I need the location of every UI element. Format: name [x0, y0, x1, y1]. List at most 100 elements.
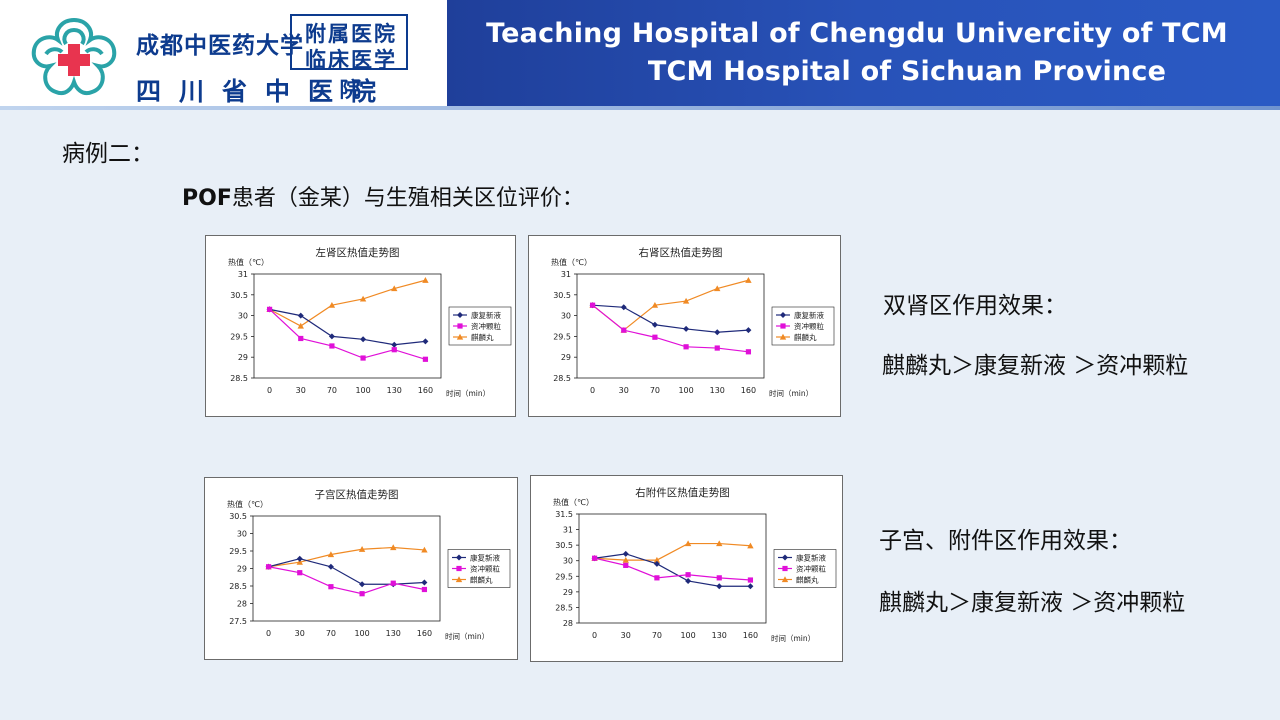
data-point	[328, 302, 336, 308]
x-tick-label: 160	[418, 386, 433, 395]
y-tick-label: 28.5	[553, 374, 571, 383]
x-tick-label: 70	[327, 386, 337, 395]
data-point	[683, 344, 689, 350]
data-point	[360, 355, 366, 361]
legend-entry: 康复新液	[470, 553, 500, 563]
y-tick-label: 31	[563, 526, 573, 535]
y-tick-label: 29.5	[555, 572, 573, 581]
data-point	[360, 336, 367, 343]
legend-entry: 康复新液	[471, 310, 501, 320]
x-tick-label: 0	[590, 386, 595, 395]
y-tick-label: 31	[561, 270, 571, 279]
data-point	[782, 554, 788, 561]
series-1	[266, 306, 429, 362]
data-point	[421, 579, 428, 586]
y-tick-label: 30.5	[555, 541, 573, 550]
data-point	[685, 572, 691, 578]
data-point	[456, 565, 462, 572]
logo-affiliation-box: 附属医院 临床医学院	[290, 14, 408, 102]
data-point	[714, 345, 720, 351]
legend-entry: 麒麟丸	[796, 575, 819, 585]
data-point	[652, 334, 658, 340]
chart-uterus: 子宫区热值走势图 热值（℃） 27.5 28 28.5 29 29.5 30 30.5 0 30 70…	[204, 477, 518, 660]
y-tick-label: 30	[563, 557, 573, 566]
x-tick-label: 30	[619, 386, 629, 395]
logo-area: 成都中医药大学 附属医院 临床医学院 四川省中医院	[0, 0, 447, 106]
data-point	[651, 302, 659, 308]
chart-title: 子宫区热值走势图	[315, 488, 399, 501]
data-point	[359, 591, 365, 597]
data-point	[265, 564, 272, 570]
series-line	[594, 557, 751, 581]
x-tick-label: 70	[652, 631, 662, 640]
data-point	[456, 554, 462, 561]
hospital-logo-icon	[31, 17, 117, 95]
data-point	[266, 306, 273, 312]
series-0	[266, 306, 429, 348]
y-tick-label: 30.5	[229, 512, 247, 521]
uterus-adnexa-effect-ranking: 麒麟丸＞康复新液 ＞资冲颗粒	[879, 590, 1186, 616]
logo-clinical-college: 临床医学院	[305, 47, 397, 102]
data-point	[654, 575, 660, 581]
legend-entry: 麒麟丸	[470, 575, 493, 585]
data-point	[589, 302, 596, 308]
x-tick-label: 100	[355, 386, 370, 395]
x-tick-label: 30	[295, 629, 305, 638]
data-point	[747, 542, 754, 549]
x-tick-label: 100	[680, 631, 695, 640]
series-0	[265, 555, 428, 588]
header-title-line1: Teaching Hospital of Chengdu Univercity …	[486, 18, 1228, 49]
series-2	[266, 277, 429, 329]
series-2	[265, 544, 428, 570]
data-point	[422, 356, 429, 362]
legend-entry: 资冲颗粒	[471, 321, 501, 331]
y-tick-label: 29	[561, 353, 571, 362]
uterus-adnexa-effect-heading: 子宫、附件区作用效果：	[879, 528, 1132, 554]
series-2	[589, 277, 752, 333]
data-point	[358, 546, 366, 552]
legend-entry: 麒麟丸	[471, 332, 494, 342]
series-line	[592, 279, 749, 331]
series-2	[591, 540, 754, 563]
y-tick-label: 30	[561, 312, 571, 321]
y-tick-label: 30	[238, 312, 248, 321]
kidney-effect-ranking: 麒麟丸＞康复新液 ＞资冲颗粒	[882, 353, 1189, 379]
data-point	[298, 335, 304, 342]
y-tick-label: 29.5	[230, 332, 248, 341]
x-tick-label: 160	[741, 386, 756, 395]
series-line	[592, 304, 749, 333]
data-point	[422, 277, 429, 283]
x-tick-label: 160	[743, 631, 758, 640]
y-axis-label: 热值（℃）	[553, 497, 594, 507]
series-line	[594, 542, 751, 561]
x-tick-label: 70	[650, 386, 660, 395]
data-point	[684, 540, 692, 547]
header-title-line2: TCM Hospital of Sichuan Province	[647, 56, 1167, 87]
evaluation-subtitle: POF患者（金某）与生殖相关区位评价：	[182, 180, 584, 212]
plot-area	[252, 515, 441, 622]
data-point	[296, 559, 303, 565]
data-point	[653, 556, 661, 563]
data-point	[716, 540, 723, 547]
legend-entry: 资冲颗粒	[794, 321, 824, 331]
chart-right-adnexa: 右附件区热值走势图 热值（℃） 28 28.5 29 29.5 30 30.5 31 31.5 0 3…	[530, 475, 843, 662]
data-point	[622, 556, 629, 563]
y-tick-label: 30.5	[553, 291, 571, 300]
data-point	[296, 555, 303, 562]
data-point	[714, 329, 721, 336]
data-point	[780, 323, 786, 329]
y-tick-label: 28	[563, 619, 573, 628]
data-point	[328, 333, 335, 340]
chart-title: 右附件区热值走势图	[635, 486, 730, 499]
x-tick-label: 70	[326, 629, 336, 638]
y-axis-label: 热值（℃）	[551, 257, 592, 267]
kidney-effect-heading: 双肾区作用效果：	[883, 293, 1067, 319]
data-point	[780, 312, 786, 318]
legend-entry: 康复新液	[794, 310, 824, 320]
slide-header: 成都中医药大学 附属医院 临床医学院 四川省中医院 Teaching Hospi…	[0, 0, 1280, 110]
data-point	[457, 312, 463, 318]
